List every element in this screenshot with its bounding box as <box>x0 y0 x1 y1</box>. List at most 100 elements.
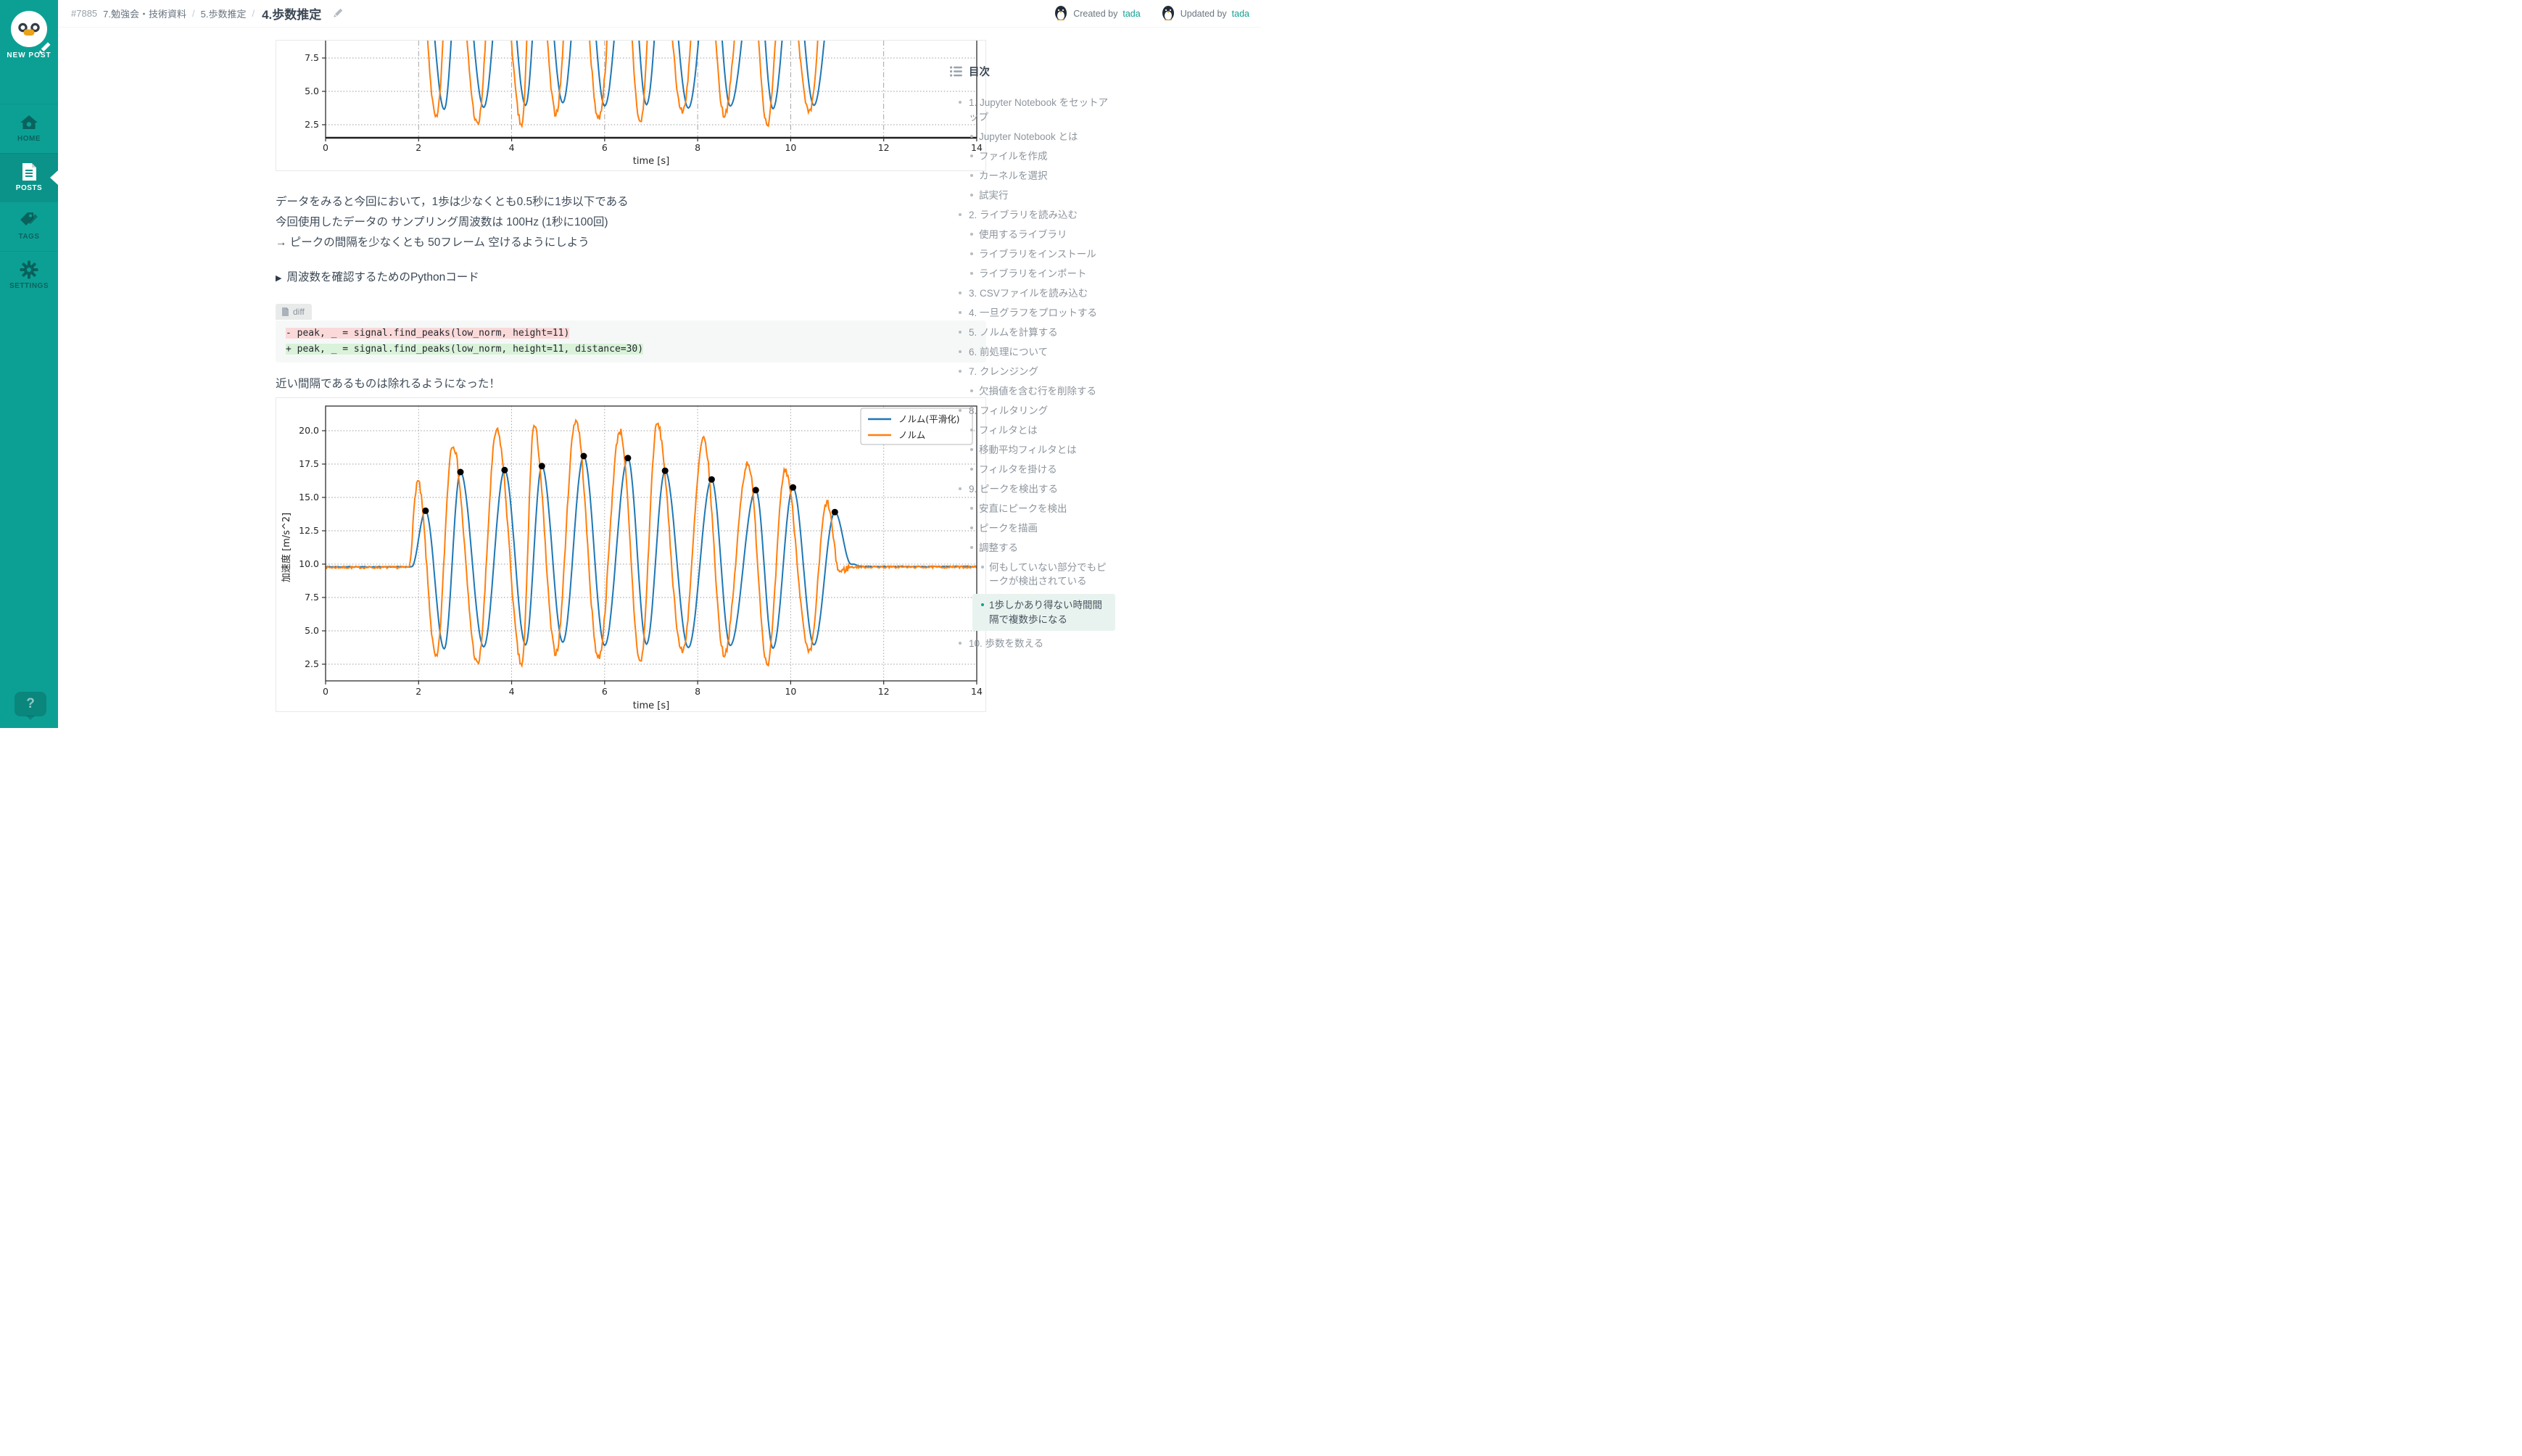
toc-item[interactable]: ライブラリをインストール <box>950 247 1115 262</box>
sidebar-item-home[interactable]: HOME <box>0 104 58 153</box>
svg-text:5.0: 5.0 <box>305 625 319 636</box>
diff-added-line: + peak, _ = signal.find_peaks(low_norm, … <box>286 343 644 355</box>
toc-bullet <box>981 603 984 606</box>
toc-bullet <box>970 467 973 471</box>
breadcrumb-category-2[interactable]: 5.歩数推定 <box>200 9 247 20</box>
toc-bullet <box>959 212 962 216</box>
updated-user-link[interactable]: tada <box>1231 8 1249 19</box>
toc-item[interactable]: 10. 歩数を数える <box>950 637 1115 651</box>
svg-text:8: 8 <box>695 142 700 153</box>
details-summary[interactable]: ▶ 周波数を確認するためのPythonコード <box>276 271 479 284</box>
toc-item[interactable]: フィルタを掛ける <box>950 463 1115 477</box>
toc-bullet <box>970 193 973 197</box>
toc-item[interactable]: 6. 前処理について <box>950 345 1115 360</box>
toc-item-label: 6. 前処理について <box>969 346 1049 357</box>
tags-icon <box>0 211 58 230</box>
toc-item-label: ライブラリをインストール <box>979 248 1096 260</box>
svg-text:10.0: 10.0 <box>299 558 319 569</box>
toc-item[interactable]: 移動平均フィルタとは <box>950 443 1115 458</box>
toc-item-label: カーネルを選択 <box>979 170 1048 181</box>
toc-item[interactable]: ファイルを作成 <box>950 149 1115 164</box>
toc-item[interactable]: 1. Jupyter Notebook をセットアップ <box>950 96 1115 124</box>
toc-item[interactable]: 何もしていない部分でもピークが検出されている <box>950 561 1115 589</box>
toc-item[interactable]: 試実行 <box>950 189 1115 203</box>
toc-item[interactable]: 4. 一旦グラフをプロットする <box>950 306 1115 320</box>
chart-norm-clipped: 7.5 5.0 2.5 0 2 4 6 8 10 12 14 time [s] <box>276 40 986 171</box>
toc-item[interactable]: 使用するライブラリ <box>950 228 1115 242</box>
toc-bullet <box>970 506 973 510</box>
python-code-details[interactable]: ▶ 周波数を確認するためのPythonコード <box>276 268 986 284</box>
created-avatar[interactable] <box>1054 4 1068 22</box>
sidebar-item-posts[interactable]: POSTS <box>0 152 58 202</box>
toc-bullet <box>970 134 973 138</box>
toc-item[interactable]: Jupyter Notebook とは <box>950 130 1115 144</box>
toc-item[interactable]: 9. ピークを検出する <box>950 482 1115 497</box>
details-arrow-icon: ▶ <box>276 274 282 283</box>
toc-item[interactable]: 安直にピークを検出 <box>950 502 1115 516</box>
toc-item-label: 10. 歩数を数える <box>969 637 1044 649</box>
toc-bullet <box>981 565 984 568</box>
settings-icon <box>0 260 58 279</box>
toc-item[interactable]: 調整する <box>950 541 1115 555</box>
toc-item-label: 5. ノルムを計算する <box>969 326 1058 338</box>
svg-text:12.5: 12.5 <box>299 525 319 536</box>
toc-header: 目次 <box>950 64 1115 79</box>
toc-item[interactable]: 3. CSVファイルを読み込む <box>950 286 1115 301</box>
svg-text:0: 0 <box>323 142 328 153</box>
created-by: Created by tada <box>1054 4 1141 22</box>
updated-label: Updated by <box>1180 8 1227 19</box>
toc-item-label: 1歩しかあり得ない時間間隔で複数歩になる <box>989 600 1103 625</box>
toc-item-label: 安直にピークを検出 <box>979 502 1067 514</box>
diff-code: - peak, _ = signal.find_peaks(low_norm, … <box>276 320 986 363</box>
sidebar-item-label: HOME <box>17 135 41 143</box>
toc-bullet <box>959 487 962 490</box>
toc-item[interactable]: 5. ノルムを計算する <box>950 326 1115 340</box>
help-button[interactable]: ? <box>15 692 46 720</box>
toc-bullet <box>970 526 973 529</box>
updated-avatar[interactable] <box>1161 4 1175 22</box>
svg-text:6: 6 <box>602 142 608 153</box>
svg-text:20.0: 20.0 <box>299 425 319 436</box>
toc-item[interactable]: フィルタとは <box>950 423 1115 438</box>
updated-by: Updated by tada <box>1161 4 1249 22</box>
paragraph: データをみると今回において，1歩は少なくとも0.5秒に1歩以下である <box>276 196 629 208</box>
toc-bullet <box>970 232 973 236</box>
sidebar-item-label: SETTINGS <box>9 281 49 290</box>
toc-item-active[interactable]: 1歩しかあり得ない時間間隔で複数歩になる <box>972 594 1115 631</box>
svg-text:15.0: 15.0 <box>299 492 319 502</box>
sidebar-item-tags[interactable]: TAGS <box>0 202 58 251</box>
conclusion-text: 近い間隔であるものは除れるようになった！ <box>276 377 500 390</box>
new-post-label: NEW POST <box>7 51 51 59</box>
toc-item[interactable]: 2. ライブラリを読み込む <box>950 208 1115 223</box>
toc-bullet <box>959 408 962 412</box>
sidebar-item-label: TAGS <box>18 233 40 241</box>
breadcrumb-separator: / <box>252 8 255 19</box>
toc-item[interactable]: 8. フィルタリング <box>950 404 1115 418</box>
created-label: Created by <box>1073 8 1118 19</box>
toc-item[interactable]: 7. クレンジング <box>950 365 1115 379</box>
sidebar-item-label: POSTS <box>15 183 43 192</box>
toc-item[interactable]: カーネルを選択 <box>950 169 1115 183</box>
chart-norm-peaks: 20.0 17.5 15.0 12.5 10.0 7.5 5.0 2.5 0 2 4 6 8 10 12 14… <box>276 397 986 712</box>
toc-item[interactable]: 欠損値を含む行を削除する <box>950 384 1115 399</box>
toc-item-label: 試実行 <box>979 189 1009 201</box>
topbar: #7885 7.勉強会・技術資料 / 5.歩数推定 / 4.歩数推定 <box>58 0 1261 27</box>
paragraph: → ピークの間隔を少なくとも 50フレーム 空けるようにしよう <box>276 236 590 249</box>
svg-text:14: 14 <box>971 142 983 153</box>
sidebar-item-settings[interactable]: SETTINGS <box>0 250 58 300</box>
posts-icon <box>0 162 58 181</box>
created-user-link[interactable]: tada <box>1123 8 1141 19</box>
svg-text:7.5: 7.5 <box>305 52 319 63</box>
breadcrumb: #7885 7.勉強会・技術資料 / 5.歩数推定 / 4.歩数推定 <box>71 4 344 22</box>
team-avatar[interactable] <box>11 11 47 47</box>
diff-code-block: diff - peak, _ = signal.find_peaks(low_n… <box>276 304 986 363</box>
new-post-button[interactable]: NEW POST <box>0 11 58 104</box>
toc-item-label: 7. クレンジング <box>969 365 1039 377</box>
edit-post-button[interactable] <box>331 7 344 20</box>
toc-bullet <box>970 389 973 392</box>
toc-item-label: 欠損値を含む行を削除する <box>979 385 1096 397</box>
svg-text:2.5: 2.5 <box>305 119 319 130</box>
breadcrumb-category-1[interactable]: 7.勉強会・技術資料 <box>103 9 186 20</box>
toc-item[interactable]: ライブラリをインポート <box>950 267 1115 281</box>
toc-item[interactable]: ピークを描画 <box>950 521 1115 536</box>
